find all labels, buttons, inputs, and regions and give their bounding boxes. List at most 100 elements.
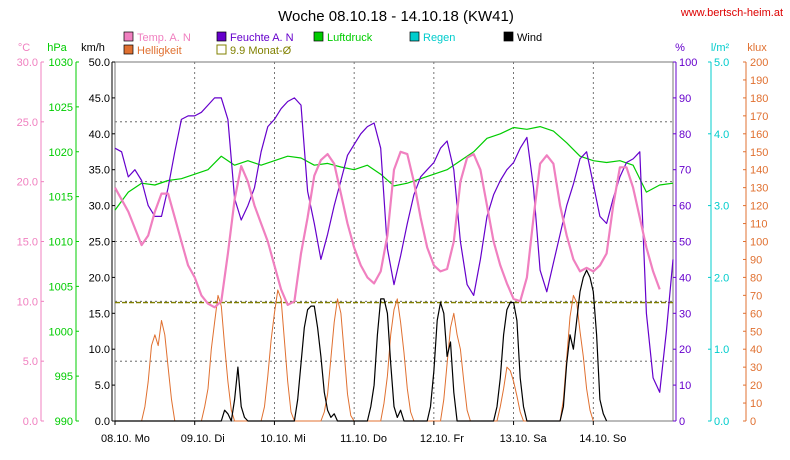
x-axis: 08.10. Mo 09.10. Di 10.10. Mi 11.10. Do 12.1… [101, 421, 626, 445]
axis-label-brightness: 20 [750, 380, 762, 392]
x-tick-label: 08.10. Mo [101, 433, 150, 445]
axis-label-brightness: 60 [750, 308, 762, 320]
axis-label-brightness: 180 [750, 93, 768, 105]
axis-label-temp: 0.0 [23, 416, 38, 428]
legend-swatch-pressure [313, 31, 324, 42]
axis-label-brightness: 130 [750, 183, 768, 195]
series-wind-line [115, 269, 608, 422]
legend-label-monthavg: 9.9 Monat-Ø [230, 45, 292, 57]
unit-rain: l/m² [711, 42, 730, 54]
axis-label-wind: 25.0 [89, 237, 110, 249]
axis-label-rain: 5.0 [714, 57, 729, 69]
axis-label-pressure: 1005 [49, 281, 73, 293]
axis-label-humidity: 80 [679, 129, 691, 141]
series-temp-line [114, 150, 661, 309]
series-humidity-line [114, 97, 674, 393]
axis-label-humidity: 60 [679, 201, 691, 213]
series-pressure-line [114, 125, 674, 211]
axis-label-temp: 5.0 [23, 356, 38, 368]
axis-label-brightness: 30 [750, 362, 762, 374]
axis-label-rain: 3.0 [714, 201, 729, 213]
site-link[interactable]: www.bertsch-heim.at [680, 7, 783, 19]
chart-title: Woche 08.10.18 - 14.10.18 (KW41) [278, 8, 514, 25]
axis-label-wind: 0.0 [95, 416, 110, 428]
axis-label-pressure: 995 [55, 371, 73, 383]
axis-label-temp: 30.0 [17, 57, 38, 69]
axis-label-rain: 4.0 [714, 129, 729, 141]
axis-label-brightness: 170 [750, 111, 768, 123]
legend: Temp. A. N Feuchte A. N Luftdruck Regen Wind… [123, 31, 542, 57]
legend-swatch-rain [409, 31, 420, 42]
x-tick-label: 09.10. Di [181, 433, 225, 445]
axis-label-humidity: 100 [679, 57, 697, 69]
axis-label-brightness: 90 [750, 254, 762, 266]
series-brightness-line [115, 289, 594, 422]
axis-label-wind: 45.0 [89, 93, 110, 105]
axis-label-rain: 0.0 [714, 416, 729, 428]
axis-label-brightness: 190 [750, 75, 768, 87]
axis-label-wind: 40.0 [89, 129, 110, 141]
axis-label-temp: 10.0 [17, 296, 38, 308]
axis-label-rain: 2.0 [714, 272, 729, 284]
x-tick-label: 13.10. Sa [500, 433, 548, 445]
plot-frame [114, 61, 674, 422]
legend-label-temp: Temp. A. N [137, 32, 191, 44]
series-layer [114, 97, 674, 422]
axis-label-pressure: 1020 [49, 147, 73, 159]
legend-swatch-wind [503, 31, 514, 42]
axis-label-wind: 50.0 [89, 57, 110, 69]
x-tick-label: 10.10. Mi [260, 433, 305, 445]
legend-label-humidity: Feuchte A. N [230, 32, 294, 44]
axis-label-brightness: 110 [750, 219, 768, 231]
legend-label-brightness: Helligkeit [137, 45, 182, 57]
x-tick-label: 12.10. Fr [420, 433, 464, 445]
axis-label-brightness: 140 [750, 165, 768, 177]
axis-label-brightness: 50 [750, 326, 762, 338]
axis-label-humidity: 70 [679, 165, 691, 177]
axis-label-brightness: 80 [750, 272, 762, 284]
axis-label-pressure: 1015 [49, 192, 73, 204]
axis-label-wind: 5.0 [95, 380, 110, 392]
legend-label-pressure: Luftdruck [327, 32, 373, 44]
axis-label-brightness: 100 [750, 237, 768, 249]
axis-label-pressure: 1010 [49, 237, 73, 249]
legend-swatch-humidity [216, 31, 227, 42]
unit-temp: °C [18, 42, 30, 54]
legend-swatch-brightness [123, 44, 134, 55]
unit-humidity: % [675, 42, 685, 54]
axis-label-brightness: 160 [750, 129, 768, 141]
axis-label-pressure: 990 [55, 416, 73, 428]
axis-label-brightness: 200 [750, 57, 768, 69]
x-tick-label: 14.10. So [579, 433, 626, 445]
axis-label-pressure: 1030 [49, 57, 73, 69]
legend-label-rain: Regen [423, 32, 455, 44]
legend-swatch-monthavg [216, 44, 227, 55]
axis-label-temp: 25.0 [17, 117, 38, 129]
legend-swatch-temp [123, 31, 134, 42]
axis-label-brightness: 70 [750, 290, 762, 302]
axis-label-pressure: 1025 [49, 102, 73, 114]
axis-label-brightness: 0 [750, 416, 756, 428]
axis-label-brightness: 40 [750, 344, 762, 356]
grid [115, 62, 673, 421]
axis-label-brightness: 150 [750, 147, 768, 159]
axis-label-humidity: 40 [679, 272, 691, 284]
x-tick-label: 11.10. Do [340, 433, 387, 445]
axis-label-humidity: 90 [679, 93, 691, 105]
legend-label-wind: Wind [517, 32, 542, 44]
axis-label-pressure: 1000 [49, 326, 73, 338]
axis-label-humidity: 10 [679, 380, 691, 392]
axis-label-humidity: 30 [679, 308, 691, 320]
unit-pressure: hPa [47, 42, 67, 54]
axis-label-brightness: 120 [750, 201, 768, 213]
unit-wind: km/h [81, 42, 105, 54]
axis-label-wind: 20.0 [89, 272, 110, 284]
axis-label-wind: 15.0 [89, 308, 110, 320]
axis-label-humidity: 20 [679, 344, 691, 356]
unit-brightness: klux [747, 42, 767, 54]
axis-label-temp: 15.0 [17, 237, 38, 249]
axis-label-wind: 10.0 [89, 344, 110, 356]
axis-label-humidity: 50 [679, 237, 691, 249]
axis-label-temp: 20.0 [17, 177, 38, 189]
